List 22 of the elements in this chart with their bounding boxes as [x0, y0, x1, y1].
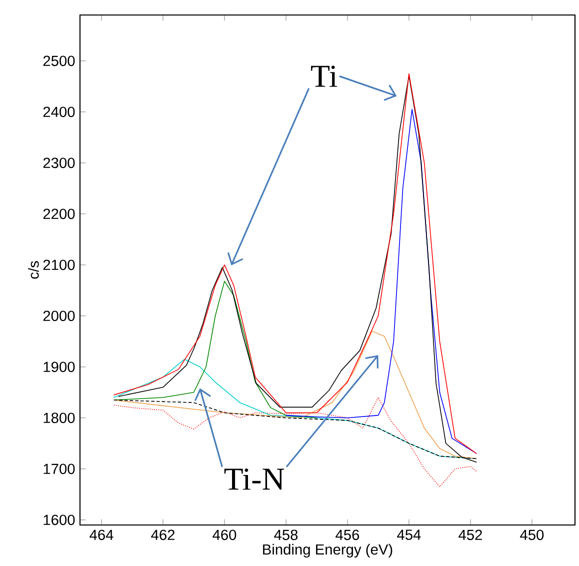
- x-tick-label: 462: [151, 530, 175, 540]
- annotation: Ti-N: [224, 468, 284, 490]
- y-tick-label: 1600: [44, 514, 75, 526]
- x-tick-label: 456: [336, 530, 360, 540]
- y-tick-label: 2200: [43, 208, 75, 220]
- x-tick-label: 460: [212, 530, 236, 540]
- y-tick-label: 1700: [44, 464, 75, 474]
- y-tick-label: 2000: [43, 310, 75, 322]
- x-tick-label: 454: [397, 530, 421, 540]
- y-tick-label: 2300: [43, 158, 75, 168]
- y-tick-label: 1900: [44, 362, 75, 372]
- x-axis-title: Binding Energy (eV): [263, 544, 392, 558]
- y-axis-title: c/s: [28, 261, 39, 279]
- x-tick-label: 452: [458, 530, 482, 540]
- y-tick-label: 1800: [44, 412, 75, 424]
- y-tick-label: 2100: [43, 260, 75, 270]
- y-tick-label: 2400: [43, 106, 75, 118]
- x-tick-label: 450: [520, 530, 544, 540]
- y-tick-label: 2500: [43, 56, 75, 66]
- x-tick-label: 464: [90, 530, 114, 540]
- x-tick-label: 458: [274, 530, 298, 540]
- annotation: Ti: [311, 66, 338, 87]
